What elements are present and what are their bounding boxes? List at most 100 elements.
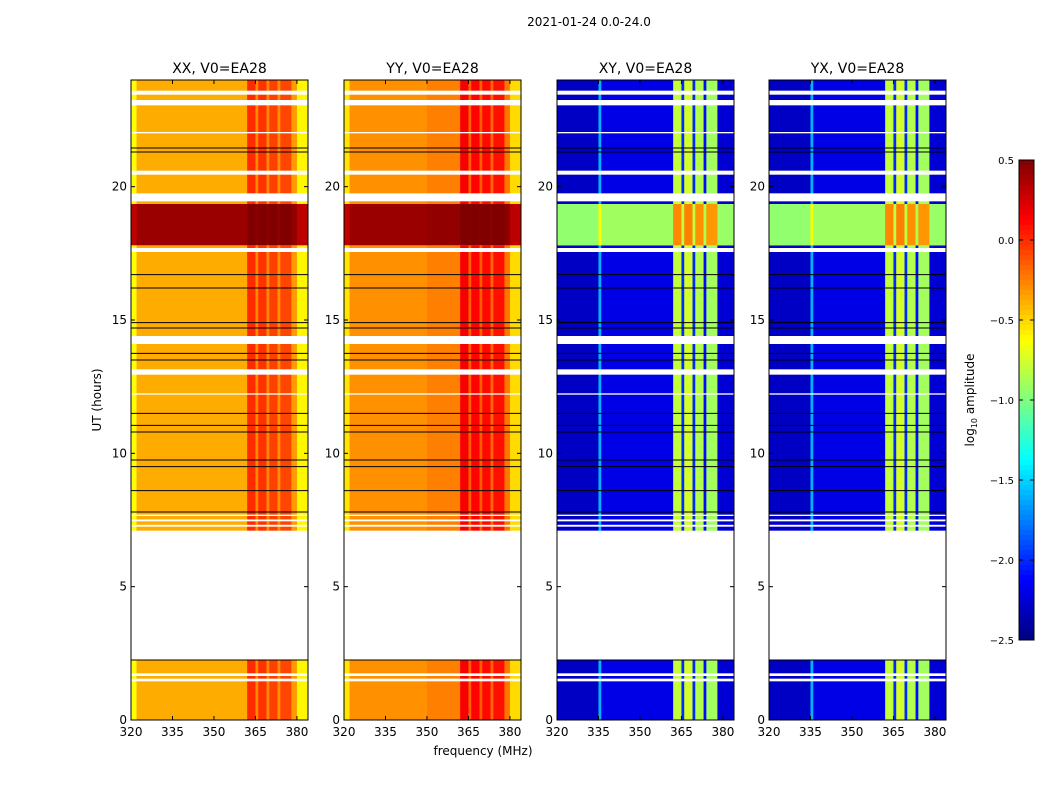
- heatmap-cell: [296, 516, 309, 520]
- colorbar-segment: [1019, 425, 1034, 431]
- heatmap-cell: [885, 374, 894, 394]
- heatmap-cell: [136, 201, 248, 204]
- heatmap-cell: [258, 344, 267, 370]
- colorbar-segment: [1019, 575, 1034, 581]
- y-tick-label: 5: [757, 580, 765, 594]
- heatmap-cell: [598, 681, 602, 720]
- heatmap-cell: [681, 344, 685, 370]
- heatmap-cell: [681, 516, 685, 520]
- heatmap-cell: [929, 201, 947, 204]
- heatmap-cell: [277, 252, 281, 336]
- heatmap-cell: [915, 252, 919, 336]
- colorbar-segment: [1019, 585, 1034, 591]
- heatmap-cell: [893, 516, 897, 520]
- heatmap-cell: [277, 394, 281, 515]
- heatmap-cell: [426, 344, 461, 370]
- heatmap-cell: [490, 252, 494, 336]
- heatmap-cell: [269, 204, 278, 246]
- heatmap-cell: [769, 660, 811, 674]
- heatmap-cell: [907, 676, 916, 679]
- y-tick-label: 20: [325, 180, 340, 194]
- heatmap-cell: [907, 344, 916, 370]
- heatmap-cell: [291, 394, 298, 515]
- heatmap-cell: [810, 174, 814, 194]
- heatmap-cell: [684, 105, 693, 132]
- heatmap-cell: [706, 394, 718, 515]
- heatmap-cell: [557, 174, 599, 194]
- colorbar-segment: [1019, 565, 1034, 571]
- heatmap-cell: [703, 105, 707, 132]
- heatmap-cell: [810, 681, 814, 720]
- heatmap-cell: [291, 245, 298, 248]
- heatmap-cell: [810, 676, 814, 679]
- colorbar-segment: [1019, 470, 1034, 476]
- colorbar-segment: [1019, 260, 1034, 266]
- heatmap-cell: [929, 252, 947, 336]
- heatmap-cell: [695, 676, 704, 679]
- heatmap-cell: [929, 676, 947, 679]
- heatmap-cell: [479, 660, 483, 674]
- colorbar-segment: [1019, 325, 1034, 331]
- heatmap-cell: [247, 201, 256, 204]
- heatmap-cell: [258, 516, 267, 520]
- heatmap-cell: [266, 105, 270, 132]
- y-tick-label: 5: [332, 580, 340, 594]
- heatmap-cell: [915, 374, 919, 394]
- colorbar-tick-label: −1.5: [990, 476, 1014, 487]
- heatmap-cell: [673, 204, 682, 246]
- heatmap-cell: [490, 374, 494, 394]
- heatmap-cell: [918, 201, 930, 204]
- heatmap-cell: [280, 105, 292, 132]
- heatmap-cell: [471, 681, 480, 720]
- y-axis-label: UT (hours): [90, 368, 104, 431]
- colorbar-segment: [1019, 465, 1034, 471]
- heatmap-cell: [344, 660, 350, 674]
- heatmap-cell: [692, 204, 696, 246]
- heatmap-cell: [471, 676, 480, 679]
- heatmap-cell: [907, 80, 916, 91]
- heatmap-cell: [703, 204, 707, 246]
- heatmap-cell: [460, 344, 469, 370]
- heatmap-cell: [717, 516, 735, 520]
- colorbar-segment: [1019, 595, 1034, 601]
- panel-frame: [130, 79, 309, 721]
- heatmap-cell: [266, 681, 270, 720]
- heatmap-cell: [504, 394, 511, 515]
- heatmap-cell: [277, 516, 281, 520]
- heatmap-cell: [131, 174, 137, 194]
- heatmap-cell: [266, 660, 270, 674]
- colorbar-segment: [1019, 405, 1034, 411]
- heatmap-cell: [813, 374, 886, 394]
- heatmap-cell: [247, 80, 256, 91]
- heatmap-cell: [296, 80, 309, 91]
- colorbar-segment: [1019, 580, 1034, 586]
- heatmap-cell: [509, 105, 522, 132]
- heatmap-cell: [598, 105, 602, 132]
- heatmap-cell: [918, 676, 930, 679]
- heatmap-cell: [509, 201, 522, 204]
- heatmap-cell: [893, 245, 897, 248]
- heatmap-cell: [673, 526, 682, 531]
- heatmap-cell: [296, 394, 309, 515]
- colorbar-segment: [1019, 610, 1034, 616]
- colorbar: 0.5 0.0 −0.5 −1.0 −1.5 −2.0 −2.5: [990, 156, 1035, 647]
- heatmap-cell: [258, 105, 267, 132]
- colorbar-segment: [1019, 200, 1034, 206]
- heatmap-cell: [598, 521, 602, 525]
- colorbar-segment: [1019, 635, 1034, 641]
- heatmap-cell: [915, 94, 919, 100]
- heatmap-cell: [598, 80, 602, 91]
- heatmap-cell: [681, 201, 685, 204]
- heatmap-cell: [601, 245, 674, 248]
- x-axis-label: frequency (MHz): [433, 744, 532, 758]
- heatmap-cell: [769, 521, 811, 525]
- heatmap-cell: [280, 681, 292, 720]
- heatmap-cell: [280, 80, 292, 91]
- heatmap-cell: [280, 344, 292, 370]
- heatmap-cell: [557, 374, 599, 394]
- heatmap-cell: [915, 394, 919, 515]
- heatmap-cell: [468, 516, 472, 520]
- x-tick-label: 350: [629, 725, 652, 739]
- heatmap-cell: [813, 394, 886, 515]
- heatmap-cell: [717, 174, 735, 194]
